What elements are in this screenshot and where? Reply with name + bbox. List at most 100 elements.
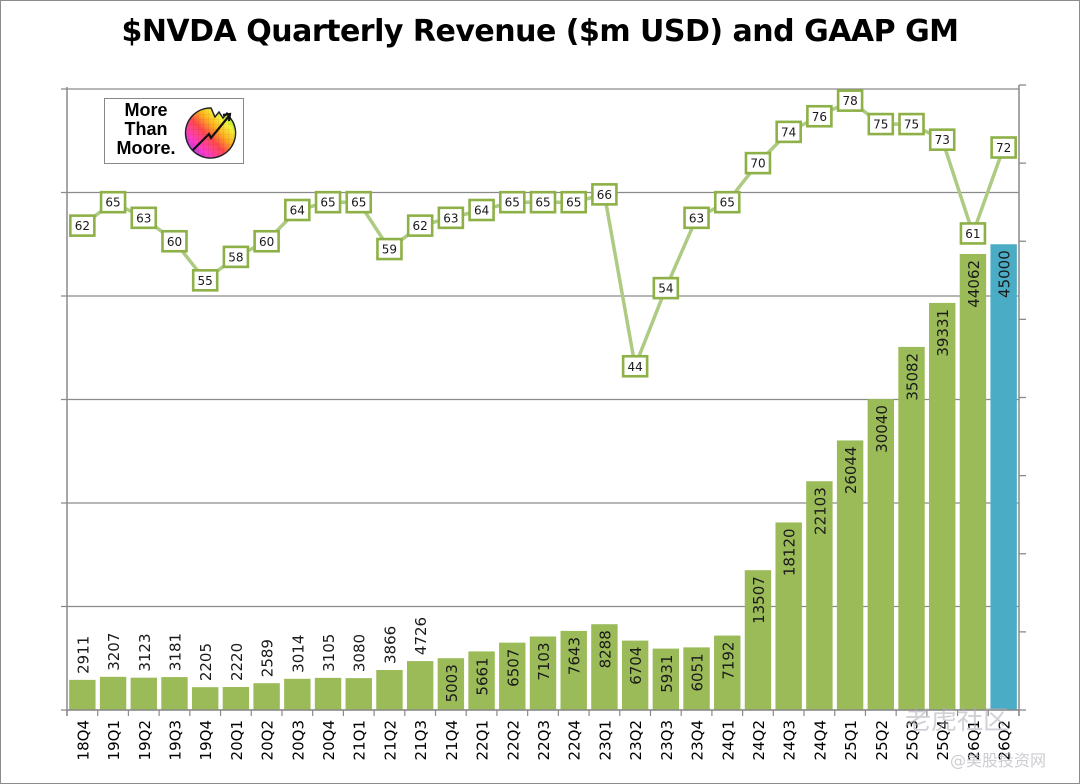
gm-value-label: 70: [750, 157, 765, 171]
revenue-value-label: 2911: [74, 636, 92, 674]
revenue-value-label: 2220: [228, 643, 246, 681]
x-axis-label: 19Q3: [166, 720, 184, 760]
chart-title: $NVDA Quarterly Revenue ($m USD) and GAA…: [121, 14, 959, 49]
revenue-bar: [898, 346, 925, 710]
revenue-bar: [775, 522, 802, 710]
revenue-bar: [161, 677, 188, 710]
revenue-bar: [437, 658, 465, 710]
revenue-value-label: 7643: [566, 637, 584, 675]
revenue-value-label: 6051: [689, 653, 707, 691]
x-axis-label: 25Q4: [934, 720, 952, 760]
revenue-value-label: 6507: [504, 649, 522, 687]
gm-value-label: 66: [597, 188, 612, 202]
x-axis-labels: 18Q4 19Q1 19Q2 19Q3 19Q4 20Q1 20Q2 20Q3 20Q4 21Q1…: [74, 720, 1013, 760]
gm-marker: [560, 190, 588, 214]
revenue-bar: [406, 661, 434, 710]
x-axis-label: 19Q1: [105, 720, 123, 760]
gm-marker: [161, 229, 188, 253]
logo-text: More Than Moore.: [113, 101, 179, 158]
gm-value-label: 65: [566, 196, 581, 210]
gm-marker: [345, 190, 373, 214]
gm-value-label: 73: [935, 133, 950, 147]
gm-value-label: 54: [658, 282, 673, 296]
gm-value-label: 75: [873, 118, 888, 132]
x-axis-label: 24Q1: [719, 720, 737, 760]
gm-marker: [222, 245, 250, 269]
x-axis-label: 19Q2: [136, 720, 154, 760]
revenue-bar: [652, 648, 680, 710]
gm-value-label: 65: [535, 196, 550, 210]
gm-value-label: 62: [413, 219, 428, 233]
x-axis-label: 20Q4: [320, 720, 338, 760]
revenue-bar: [529, 636, 557, 710]
x-axis-label: 22Q3: [535, 720, 553, 760]
logo-line-1: More: [124, 100, 168, 120]
revenue-labels: 2911 3207 3123 3181 2205 2220 2589 3014 3105 3080…: [74, 250, 1013, 702]
gm-value-label: 65: [351, 196, 366, 210]
revenue-value-label: 44062: [965, 260, 983, 308]
revenue-value-label: 3123: [136, 633, 154, 671]
revenue-bar: [806, 481, 833, 710]
x-axis-label: 22Q4: [566, 720, 584, 760]
revenue-bar: [591, 624, 618, 710]
revenue-value-label: 8288: [596, 630, 614, 668]
gm-marker: [376, 237, 403, 261]
gm-value-label: 78: [842, 94, 857, 108]
revenue-bar: [284, 678, 311, 710]
x-axis-label: 22Q1: [474, 720, 492, 760]
gm-value-label: 62: [75, 219, 90, 233]
x-axis-label: 24Q3: [781, 720, 799, 760]
revenue-value-label: 5661: [474, 657, 492, 695]
gm-marker: [69, 214, 96, 237]
gm-marker: [406, 214, 434, 237]
gm-marker: [314, 190, 342, 214]
revenue-value-label: 6704: [627, 647, 645, 685]
revenue-value-label: 2205: [197, 643, 215, 681]
gm-marker: [498, 190, 526, 214]
gm-value-label: 55: [198, 274, 213, 288]
revenue-value-label: 3014: [289, 635, 307, 673]
revenue-bar: [929, 302, 956, 710]
revenue-bar: [560, 630, 587, 710]
revenue-value-label: 3181: [166, 633, 184, 671]
gm-marker: [867, 112, 895, 136]
revenue-value-label: 3105: [320, 634, 338, 672]
revenue-bar: [990, 244, 1017, 710]
gm-value-label: 63: [136, 211, 151, 225]
x-axis-label: 26Q2: [996, 720, 1014, 760]
gm-value-label: 65: [720, 196, 735, 210]
gm-value-label: 64: [290, 204, 305, 218]
gm-marker: [806, 104, 833, 128]
revenue-value-label: 13507: [750, 576, 768, 624]
x-axis-label: 24Q4: [811, 720, 829, 760]
revenue-bar: [314, 677, 342, 710]
revenue-bar: [959, 253, 987, 710]
gm-marker: [529, 190, 557, 214]
gm-marker: [836, 89, 864, 112]
revenue-value-label: 3080: [351, 634, 369, 672]
x-axis-label: 23Q3: [658, 720, 676, 760]
revenue-bar: [714, 635, 741, 710]
gm-value-label: 60: [167, 235, 182, 249]
revenue-value-label: 22103: [811, 487, 829, 535]
gm-marker: [253, 229, 280, 253]
gm-value-label: 59: [382, 243, 397, 257]
x-axis-label: 25Q1: [842, 720, 860, 760]
logo-line-3: Moore.: [116, 138, 176, 158]
revenue-bars: [69, 244, 1017, 710]
gm-value-label: 60: [259, 235, 274, 249]
gm-marker: [191, 269, 219, 292]
gm-value-label: 72: [996, 141, 1011, 155]
gm-marker: [437, 206, 465, 230]
gm-marker: [99, 190, 127, 214]
revenue-bar: [376, 669, 403, 710]
more-than-moore-logo: More Than Moore.: [104, 98, 244, 164]
x-axis-label: 21Q2: [381, 720, 399, 760]
gm-marker: [990, 136, 1017, 159]
gm-marker: [683, 206, 710, 230]
x-axis-label: 23Q4: [689, 720, 707, 760]
revenue-value-label: 7103: [535, 642, 553, 680]
watermark-community: 老虎社区: [905, 706, 1010, 736]
revenue-bar: [683, 647, 710, 710]
